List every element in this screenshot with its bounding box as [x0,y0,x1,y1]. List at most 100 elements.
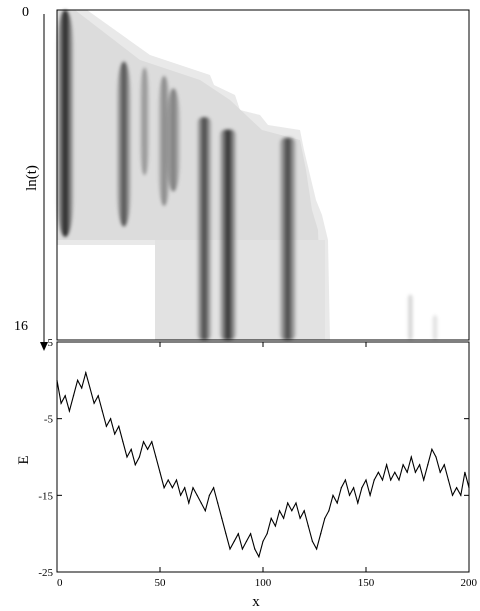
energy-point [204,510,206,512]
y-tick-label: -25 [38,567,53,579]
energy-point [151,441,153,443]
energy-point [56,379,58,381]
heatmap-band-6 [219,129,237,340]
y-axis-label: E [16,455,32,464]
energy-point [443,464,445,466]
energy-point [159,471,161,473]
energy-point [274,525,276,527]
heatmap-lower-block [155,240,325,340]
energy-point [147,448,149,450]
energy-point [456,487,458,489]
energy-point [229,548,231,550]
energy-point [390,479,392,481]
energy-point [188,502,190,504]
energy-point [68,410,70,412]
energy-point [464,471,466,473]
y-tick-label: -5 [44,414,54,426]
energy-point [130,448,132,450]
energy-point [72,395,75,397]
energy-point [394,471,396,473]
time-axis-arrowhead [40,342,48,351]
energy-point [410,456,412,458]
energy-point [307,525,309,527]
energy-point [163,487,165,489]
energy-point [278,510,281,512]
energy-point [451,494,454,496]
heatmap-band-1 [116,61,132,227]
energy-point [402,464,404,466]
plot-frame [56,341,470,573]
x-tick-label: 50 [155,577,167,589]
x-tick-label: 150 [358,577,375,589]
energy-point [386,464,388,466]
energy-point [258,556,260,558]
heatmap-band-7 [279,137,296,340]
energy-point [447,479,449,481]
energy-point [217,502,219,504]
energy-point [138,456,140,458]
energy-point [419,464,421,466]
energy-point [365,479,367,481]
energy-point [97,395,99,397]
energy-point [435,456,437,458]
energy-point [324,517,326,519]
energy-point [291,510,293,512]
energy-point [245,540,248,542]
energy-point [105,425,107,427]
energy-point [439,471,441,473]
time-axis-tick-bottom: 16 [14,319,28,334]
y-tick-label: -15 [38,490,53,502]
energy-point [167,479,169,481]
energy-point [328,510,330,512]
x-axis-label: x [252,594,260,610]
energy-point [101,410,103,412]
heatmap-band-0 [57,10,74,237]
energy-point [93,402,95,404]
energy-point [283,517,285,519]
heatmap-band-5 [197,117,212,341]
energy-point [225,533,227,535]
energy-point [196,494,198,496]
heatmap-frame [56,9,470,341]
energy-point [114,433,116,435]
energy-point [377,471,379,473]
energy-point [85,372,87,374]
energy-point [81,387,83,389]
energy-point [118,425,120,427]
energy-point [241,548,243,550]
energy-point [353,487,355,489]
energy-point [126,456,128,458]
energy-point [221,517,223,519]
energy-point [200,502,202,504]
energy-point [336,502,338,504]
energy-point [262,540,264,542]
energy-point [89,387,91,389]
energy-point [460,494,462,496]
energy-point [171,487,173,489]
energy-point [348,494,351,496]
energy-point [381,479,384,481]
energy-point [332,494,334,496]
energy-point [287,502,289,504]
heatmap-band-8 [407,294,414,340]
energy-point [250,533,252,535]
x-tick-label: 100 [255,577,272,589]
energy-point [431,448,433,450]
energy-point [427,464,429,466]
energy-point [213,487,215,489]
energy-point [406,471,408,473]
energy-point [299,517,301,519]
energy-point [122,441,124,443]
heatmap-band-4 [166,88,181,192]
x-tick-label: 0 [57,577,63,589]
energy-point [361,487,363,489]
heatmap-band-2 [139,67,150,176]
energy-point [208,494,210,496]
x-tick-label: 200 [461,577,478,589]
energy-series-points [56,372,470,558]
time-axis-tick-top: 0 [22,5,29,20]
energy-point [270,517,272,519]
line-panel: 5 -5 -15 -25 0 50 100 150 200 E x [16,337,478,610]
energy-point [237,533,239,535]
